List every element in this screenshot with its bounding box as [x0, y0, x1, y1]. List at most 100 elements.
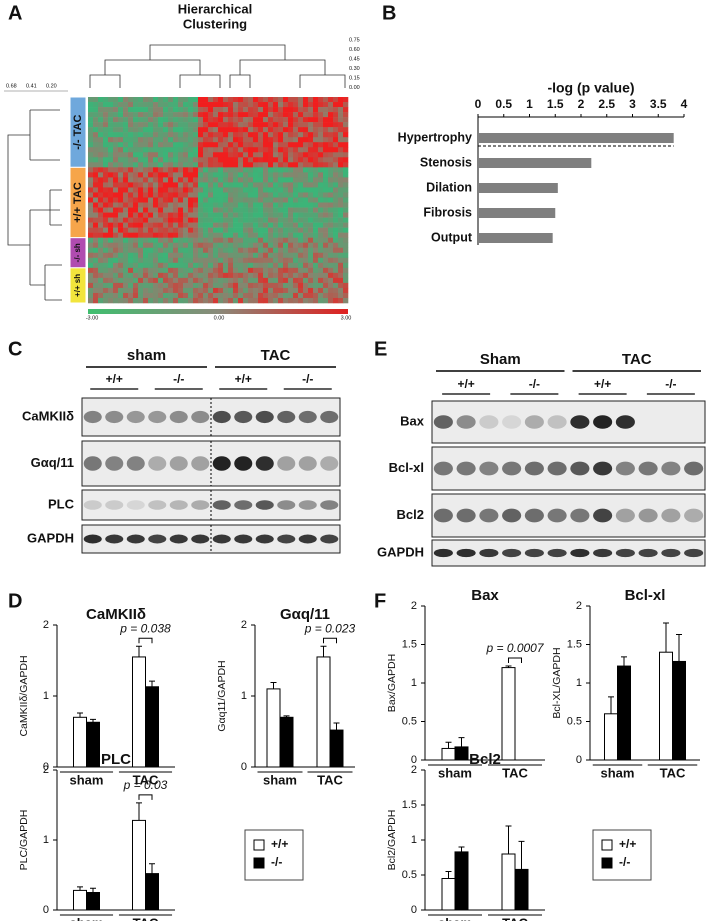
heat-cell	[198, 262, 204, 269]
heat-cell	[178, 287, 184, 294]
heat-cell	[88, 197, 94, 203]
heat-cell	[293, 117, 299, 123]
heat-cell	[128, 112, 134, 118]
heat-cell	[108, 122, 114, 128]
heat-cell	[318, 292, 324, 299]
heat-cell	[108, 192, 114, 198]
heat-cell	[293, 277, 299, 284]
heat-cell	[333, 117, 339, 123]
heat-cell	[228, 197, 234, 203]
heat-cell	[193, 277, 199, 284]
heat-cell	[178, 107, 184, 113]
heat-cell	[273, 202, 279, 208]
heat-cell	[128, 247, 134, 254]
heat-cell	[293, 112, 299, 118]
heat-cell	[173, 137, 179, 143]
heat-cell	[208, 167, 214, 173]
heat-cell	[313, 272, 319, 279]
heat-cell	[148, 202, 154, 208]
heat-cell	[168, 152, 174, 158]
heat-cell	[338, 172, 344, 178]
heat-cell	[168, 142, 174, 148]
blot-label: GAPDH	[377, 544, 424, 559]
chart-title: Gαq/11	[280, 606, 330, 623]
heat-cell	[173, 127, 179, 133]
band	[191, 456, 210, 471]
heat-cell	[328, 102, 334, 108]
heat-cell	[173, 237, 179, 244]
heat-cell	[258, 147, 264, 153]
heat-cell	[323, 132, 329, 138]
heat-cell	[168, 237, 174, 244]
heat-cell	[298, 297, 304, 304]
heat-cell	[103, 117, 109, 123]
heat-cell	[313, 182, 319, 188]
heat-cell	[213, 132, 219, 138]
heat-cell	[318, 252, 324, 259]
heat-cell	[123, 147, 129, 153]
heat-cell	[233, 252, 239, 259]
heat-cell	[238, 152, 244, 158]
heat-cell	[328, 277, 334, 284]
heat-cell	[253, 297, 259, 304]
heat-cell	[258, 252, 264, 259]
heat-cell	[188, 177, 194, 183]
heat-cell	[103, 177, 109, 183]
heat-cell	[308, 232, 314, 238]
heat-cell	[303, 272, 309, 279]
heat-cell	[328, 292, 334, 299]
heat-cell	[198, 97, 204, 103]
error-bar	[136, 802, 142, 821]
band	[479, 415, 499, 429]
heat-cell	[143, 142, 149, 148]
heat-cell	[143, 157, 149, 163]
heat-cell	[183, 102, 189, 108]
heat-cell	[243, 287, 249, 294]
heat-cell	[323, 202, 329, 208]
band	[212, 456, 231, 471]
heat-cell	[313, 107, 319, 113]
band	[126, 500, 145, 510]
heat-cell	[333, 232, 339, 238]
heat-cell	[253, 242, 259, 249]
heat-cell	[333, 107, 339, 113]
heat-cell	[113, 197, 119, 203]
heat-cell	[173, 107, 179, 113]
heat-cell	[268, 232, 274, 238]
heat-cell	[278, 207, 284, 213]
heat-cell	[178, 252, 184, 259]
heat-cell	[323, 137, 329, 143]
heat-cell	[193, 167, 199, 173]
heat-cell	[178, 147, 184, 153]
heat-cell	[108, 127, 114, 133]
heat-cell	[118, 292, 124, 299]
heat-cell	[153, 127, 159, 133]
heat-cell	[173, 122, 179, 128]
heat-cell	[318, 107, 324, 113]
heat-cell	[93, 187, 99, 193]
heat-cell	[168, 207, 174, 213]
group-label: -/- sh	[73, 243, 82, 262]
heat-cell	[263, 187, 269, 193]
heat-cell	[328, 297, 334, 304]
heat-cell	[273, 122, 279, 128]
heat-cell	[173, 172, 179, 178]
genotype-label: +/+	[106, 372, 123, 386]
heat-cell	[193, 212, 199, 218]
heat-cell	[258, 247, 264, 254]
heat-cell	[118, 112, 124, 118]
heat-cell	[303, 247, 309, 254]
heat-cell	[113, 147, 119, 153]
heat-cell	[263, 107, 269, 113]
heat-cell	[118, 132, 124, 138]
bar	[454, 851, 469, 911]
x-tick-label: TAC	[660, 765, 686, 780]
heat-cell	[268, 197, 274, 203]
heat-cell	[238, 217, 244, 223]
heat-cell	[203, 272, 209, 279]
heat-cell	[148, 152, 154, 158]
heat-cell	[108, 167, 114, 173]
heat-cell	[343, 222, 349, 228]
heat-cell	[213, 232, 219, 238]
heat-cell	[163, 172, 169, 178]
